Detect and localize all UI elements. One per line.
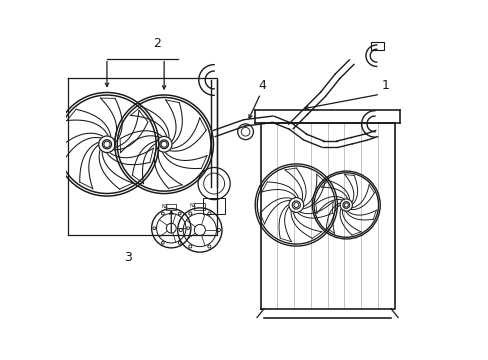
Text: 4: 4 (258, 80, 266, 93)
Text: 3: 3 (124, 251, 132, 265)
Text: NX: NX (162, 204, 168, 208)
Bar (166, 204, 176, 210)
Text: 2: 2 (153, 37, 161, 50)
Bar (194, 203, 205, 210)
Text: 1: 1 (381, 80, 389, 93)
Bar (370, 42, 383, 50)
Text: NX: NX (189, 203, 196, 208)
Bar (203, 198, 225, 214)
